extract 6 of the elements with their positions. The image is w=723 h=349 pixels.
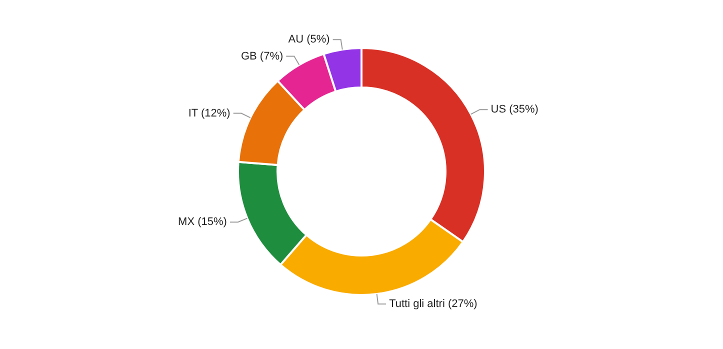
slice-label: MX (15%) [178,216,227,228]
slice-label: IT (12%) [188,107,230,120]
slice-label: US (35%) [490,104,538,116]
slice-label: Tutti gli altri (27%) [389,298,478,310]
slice-label: GB (7%) [240,50,284,62]
slice-label: AU (5%) [288,34,330,46]
